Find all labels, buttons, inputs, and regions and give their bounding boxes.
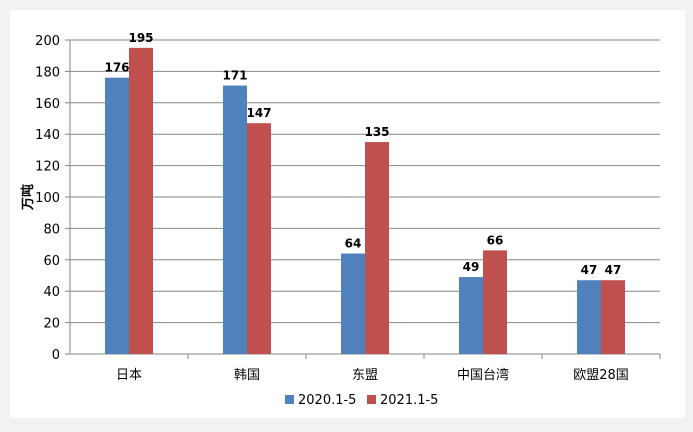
data-label: 64 [345,237,362,251]
y-tick-label: 40 [43,285,60,300]
x-category-label: 欧盟28国 [573,368,629,383]
bar-series-2 [129,47,153,354]
bar-chart: 0 20 40 60 80 100 120 140 160 180 200 日本 韩国 东盟 中国台湾 欧盟2… [20,31,661,408]
legend-label: 2021.1-5 [380,393,438,408]
y-tick-label: 200 [35,34,60,49]
x-category-label: 中国台湾 [457,367,509,383]
bar-series-2 [601,280,625,354]
data-label: 47 [581,263,598,277]
y-tick-label: 160 [35,97,60,112]
bar-series-2 [365,142,389,354]
y-tick-label: 0 [52,348,60,363]
x-category-label: 东盟 [352,368,378,383]
data-labels: 176 195 171 147 64 135 49 66 47 47 [104,31,621,277]
data-label: 171 [222,69,247,83]
y-tick-label: 180 [35,65,60,80]
data-label: 147 [246,106,271,120]
y-tick-label: 60 [43,254,60,269]
y-tick-label: 100 [35,191,60,206]
bar-series-2 [483,250,507,354]
bars [105,47,625,355]
data-label: 47 [605,263,622,277]
bar-series-1 [341,253,365,354]
data-label: 66 [487,233,504,247]
bar-series-1 [459,277,483,354]
legend: 2020.1-5 2021.1-5 [285,393,438,408]
bar-series-1 [223,85,247,354]
data-label: 176 [104,61,129,75]
legend-swatch [367,395,376,404]
y-tick-label: 140 [35,128,60,143]
data-label: 49 [463,260,480,274]
legend-label: 2020.1-5 [298,393,356,408]
axes: 0 20 40 60 80 100 120 140 160 180 200 日本 韩国 东盟 中国台湾 欧盟2… [35,34,661,383]
legend-swatch [285,395,294,404]
x-category-label: 韩国 [234,368,260,383]
bar-series-1 [105,77,129,355]
bar-series-1 [577,280,601,354]
x-category-label: 日本 [116,368,142,383]
data-label: 135 [364,125,389,139]
data-label: 195 [128,31,153,45]
y-tick-label: 120 [35,160,60,175]
chart-frame: 0 20 40 60 80 100 120 140 160 180 200 日本 韩国 东盟 中国台湾 欧盟2… [10,10,685,418]
y-tick-label: 20 [43,317,60,332]
bar-series-2 [247,123,271,355]
y-axis-title: 万吨 [20,184,36,211]
y-tick-label: 80 [43,222,60,237]
